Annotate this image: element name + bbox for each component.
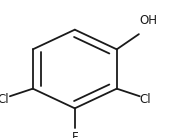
Text: Cl: Cl <box>139 93 151 106</box>
Text: Cl: Cl <box>0 93 8 106</box>
Text: F: F <box>72 131 78 138</box>
Text: OH: OH <box>139 14 157 27</box>
